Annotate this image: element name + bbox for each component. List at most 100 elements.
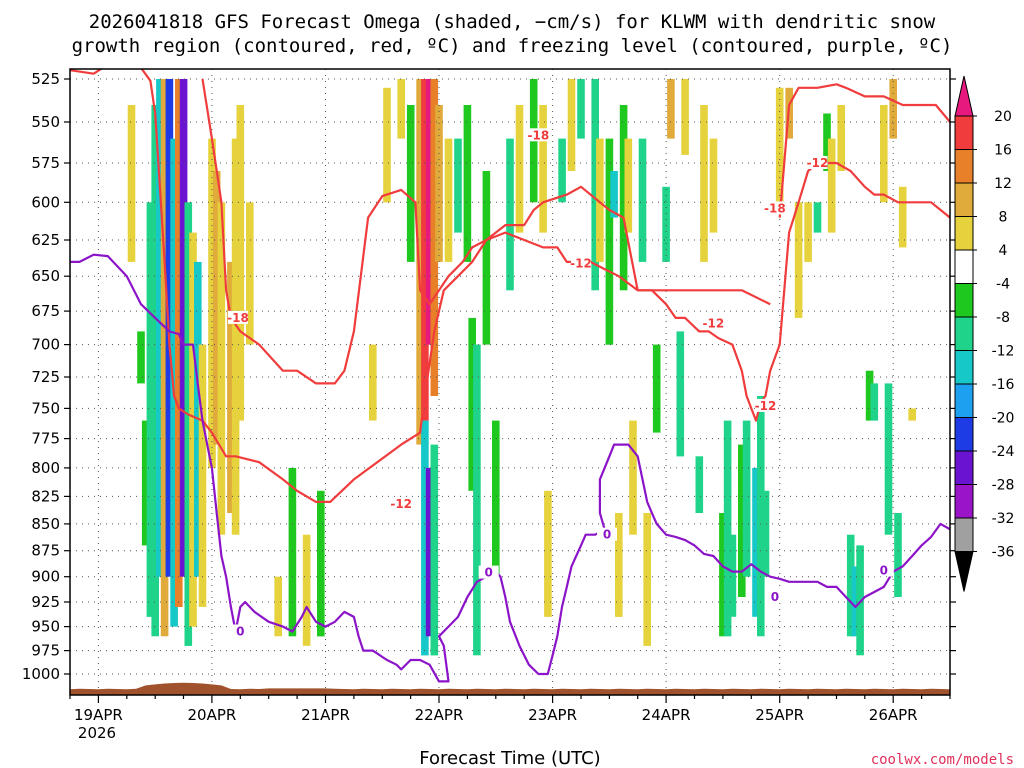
omega-shade-cell (212, 171, 221, 445)
y-tick-label: 875 (31, 542, 60, 560)
dgz-contour-label: -12 (807, 156, 829, 170)
colorbar-swatch (954, 249, 974, 284)
colorbar-label: -8 (996, 310, 1010, 326)
omega-shade-cell (506, 138, 514, 291)
omega-shade-cell (615, 513, 623, 617)
x-tick-label: 21APR (301, 706, 350, 724)
colorbar-swatch (954, 383, 974, 418)
x-year-label: 2026 (78, 724, 116, 742)
y-tick-label: 800 (31, 459, 60, 477)
omega-shade-cell (383, 87, 391, 203)
omega-shade-cell (577, 79, 585, 139)
omega-shade-cell (624, 138, 633, 233)
omega-shade-cell (856, 545, 864, 656)
omega-shade-cell (444, 138, 453, 262)
omega-shade-cell (236, 105, 245, 421)
omega-shade-cell (146, 202, 155, 617)
omega-shade-cell (558, 138, 566, 203)
omega-shade-cell (894, 513, 902, 597)
freezing-level-label-bg (478, 565, 499, 579)
freezing-level-contour: 0 0 0 0 0 (70, 253, 950, 683)
dgz-contour-label: -18 (764, 201, 786, 215)
omega-shade-cell (804, 202, 812, 262)
freezing-level-label: 0 (485, 566, 493, 580)
colorbar-label: -4 (996, 277, 1010, 293)
omega-shade-cell (544, 490, 552, 617)
omega-shade-cell (151, 105, 159, 637)
omega-shading-layer (127, 79, 916, 656)
omega-shade-cell (738, 444, 746, 597)
omega-shade-cell (643, 513, 651, 646)
omega-shade-cell (662, 186, 670, 262)
omega-shade-cell (137, 331, 145, 384)
y-tick-label: 950 (31, 618, 60, 636)
omega-shade-cell (709, 138, 718, 233)
dgz-contour-label-group: -12 (755, 398, 777, 413)
freezing-level-label: 0 (603, 528, 611, 542)
freezing-level-label-group: 0 (478, 565, 499, 580)
omega-shade-cell (416, 79, 424, 445)
y-tick-label: 900 (31, 568, 60, 586)
omega-shade-cell (302, 534, 311, 646)
dgz-contour-line (201, 78, 950, 422)
omega-shade-cell (596, 138, 604, 262)
omega-shade-cell (567, 79, 576, 171)
omega-shade-cell (761, 490, 770, 577)
colorbar-label: 12 (994, 176, 1012, 192)
y-tick-label: 750 (31, 399, 60, 417)
y-tick-label: 650 (31, 267, 60, 285)
omega-shade-cell (246, 202, 254, 345)
omega-shade-cell (170, 138, 178, 627)
plot-frame (69, 68, 951, 696)
omega-shade-cell (227, 261, 235, 513)
y-tick-label: 975 (31, 642, 60, 660)
dgz-contour-label-bg (764, 201, 785, 215)
x-tick-label: 24APR (642, 706, 691, 724)
omega-shade-cell (898, 186, 907, 248)
colorbar-label: 8 (999, 210, 1008, 226)
omega-shade-cell (638, 138, 647, 262)
omega-shade-cell (189, 232, 197, 627)
dgz-contour-label: -12 (755, 399, 777, 413)
omega-shade-cell (274, 576, 282, 637)
omega-shade-cell (728, 534, 737, 617)
omega-shade-cell (317, 490, 325, 637)
freezing-level-line (70, 253, 950, 683)
omega-shade-cell (160, 79, 169, 637)
omega-shade-cell (421, 79, 429, 421)
y-tick-label: 700 (31, 336, 60, 354)
chart-title-line-2: growth region (contoured, red, ºC) and f… (72, 35, 953, 57)
omega-shade-cell (425, 467, 434, 637)
chart-title: 2026041818 GFS Forecast Omega (shaded, −… (72, 11, 953, 57)
chart-title-line-1: 2026041818 GFS Forecast Omega (shaded, −… (89, 11, 936, 33)
x-tick-label: 25APR (755, 706, 804, 724)
dgz-contour-label-group: -12 (807, 156, 829, 170)
omega-shade-cell (463, 105, 472, 262)
dgz-contour-label: -12 (570, 256, 592, 270)
y-tick-label: 925 (31, 593, 60, 611)
omega-shade-cell (742, 420, 751, 577)
dgz-contour-label-bg (807, 156, 828, 169)
dgz-contour-label-bg (571, 256, 591, 270)
dgz-contour-label-bg (703, 316, 724, 330)
omega-shade-cell (723, 420, 732, 637)
omega-shade-cell (406, 105, 415, 262)
omega-shade-cell (752, 467, 760, 617)
dgz-contour-label-group: -18 (227, 310, 249, 325)
omega-shade-cell (454, 138, 462, 233)
colorbar-swatch (954, 149, 974, 184)
colorbar-swatch (954, 216, 974, 251)
colorbar-label: -20 (992, 411, 1015, 427)
colorbar-swatch (954, 450, 974, 485)
omega-shade-cell (794, 202, 803, 318)
y-tick-label: 775 (31, 430, 60, 448)
omega-shade-cell (908, 408, 916, 421)
omega-shade-cell (231, 138, 240, 535)
grid-lines (70, 69, 950, 695)
omega-shade-cell (425, 79, 434, 345)
freezing-level-label-group: 0 (230, 624, 251, 639)
dgz-contour-label: -12 (390, 497, 412, 511)
dgz-contour-label-group: -18 (764, 201, 786, 215)
colorbar-swatch (954, 182, 974, 217)
